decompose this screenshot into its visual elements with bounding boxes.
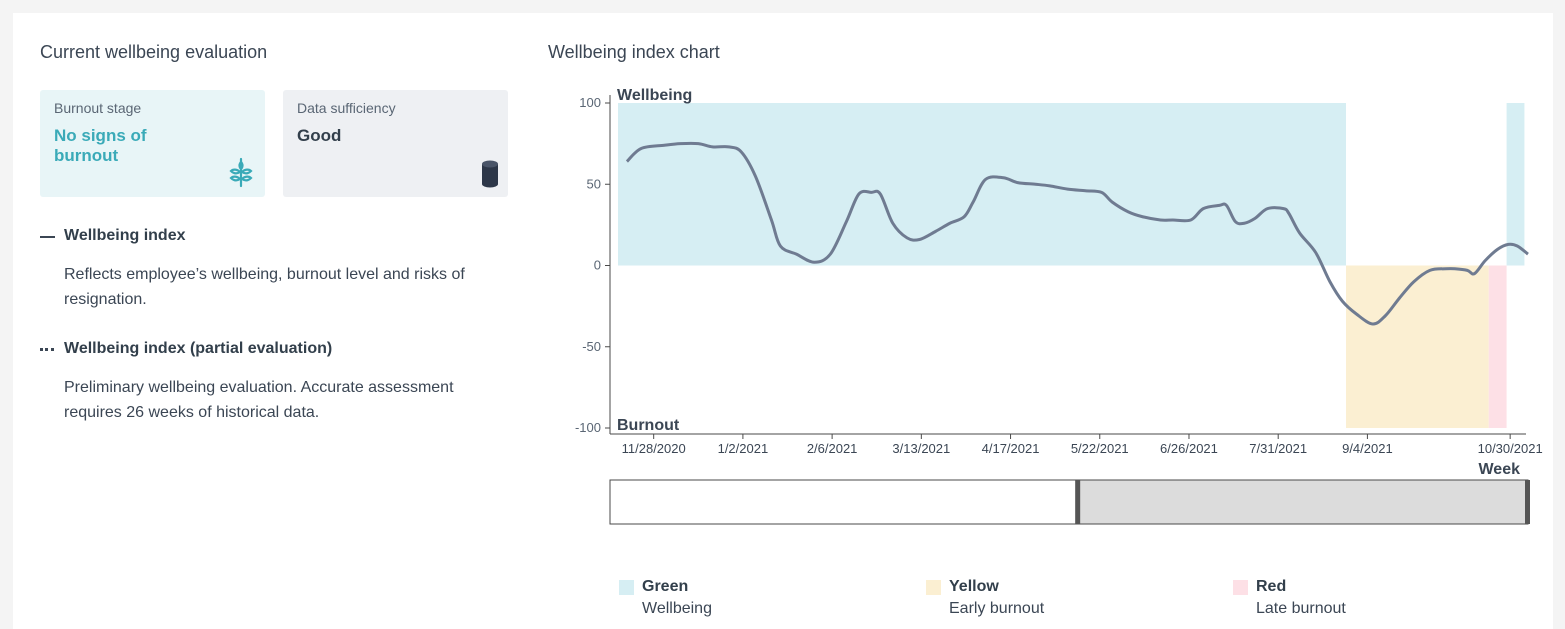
red-swatch <box>1233 580 1248 595</box>
x-tick-label: 10/30/2021 <box>1478 441 1543 456</box>
y-tick-label: -100 <box>575 420 601 435</box>
range-selector-window[interactable] <box>1077 479 1529 525</box>
y-tick-label: 0 <box>594 258 601 273</box>
x-tick-label: 7/31/2021 <box>1249 441 1307 456</box>
burnout-stage-label: Burnout stage <box>54 100 142 116</box>
y-tick-label: -50 <box>582 339 601 354</box>
legend-partial-evaluation-description: Preliminary wellbeing evaluation. Accura… <box>64 379 454 421</box>
data-sufficiency-label: Data sufficiency <box>297 100 396 116</box>
zone-red-2 <box>1488 265 1507 428</box>
legend-green-sub: Wellbeing <box>642 600 712 617</box>
legend-yellow-sub: Early burnout <box>949 600 1045 617</box>
dotted-line-swatch <box>40 348 54 351</box>
yellow-swatch <box>926 580 941 595</box>
chart-title: Wellbeing index chart <box>548 42 720 62</box>
zone-yellow-1 <box>1346 265 1489 428</box>
wellbeing-index-line <box>625 141 1529 326</box>
x-tick-label: 4/17/2021 <box>982 441 1040 456</box>
x-tick-label: 11/28/2020 <box>622 441 686 456</box>
solid-line-swatch <box>40 236 55 238</box>
burnout-axis-label: Burnout <box>617 417 680 434</box>
wellbeing-axis-label: Wellbeing <box>617 87 692 104</box>
green-swatch <box>619 580 634 595</box>
legend-yellow-name: Yellow <box>949 578 999 595</box>
legend-wellbeing-index-description: Reflects employee’s wellbeing, burnout l… <box>64 266 465 308</box>
data-sufficiency-card: Data sufficiency Good <box>283 90 508 197</box>
x-tick-label: 1/2/2021 <box>718 441 769 456</box>
burnout-stage-card: Burnout stage No signs of burnout <box>40 90 265 197</box>
current-evaluation-title: Current wellbeing evaluation <box>40 42 268 62</box>
y-tick-label: 50 <box>587 176 601 191</box>
zone-green-3 <box>1506 103 1525 266</box>
x-tick-label: 6/26/2021 <box>1160 441 1218 456</box>
sprout-icon <box>229 157 253 188</box>
data-sufficiency-value: Good <box>297 126 342 145</box>
legend-wellbeing-index-label: Wellbeing index <box>64 227 186 244</box>
burnout-stage-value: No signs of burnout <box>54 126 147 165</box>
legend-red-sub: Late burnout <box>1256 600 1346 617</box>
y-tick-label: 100 <box>579 95 601 110</box>
legend-partial-evaluation-label: Wellbeing index (partial evaluation) <box>64 340 333 357</box>
x-tick-label: 5/22/2021 <box>1071 441 1129 456</box>
legend-green-name: Green <box>642 578 689 595</box>
x-axis-title: Week <box>1478 461 1520 478</box>
x-tick-label: 3/13/2021 <box>892 441 950 456</box>
wellbeing-panel: Current wellbeing evaluation Burnout sta… <box>13 13 1553 629</box>
database-icon <box>482 160 498 188</box>
wellbeing-chart: 100 50 0 -50 -100 11/28/2020 1/2/2021 2/6/2021 3… <box>575 87 1543 525</box>
x-tick-label: 2/6/2021 <box>807 441 858 456</box>
legend-red-name: Red <box>1256 578 1287 595</box>
x-tick-label: 9/4/2021 <box>1342 441 1393 456</box>
range-handle-right[interactable] <box>1525 480 1530 524</box>
range-handle-left[interactable] <box>1075 480 1081 524</box>
